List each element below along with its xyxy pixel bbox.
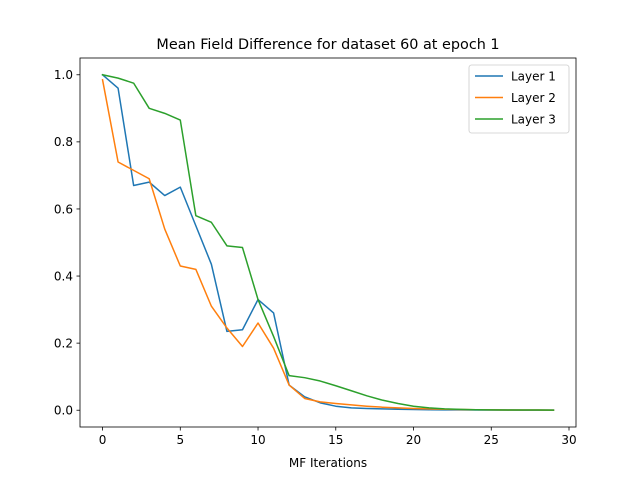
y-tick-label: 0.4: [54, 269, 73, 283]
legend-label-layer-3: Layer 3: [511, 112, 556, 126]
series-line-layer-3: [101, 73, 555, 411]
x-tick-label: 25: [484, 433, 499, 447]
y-tick-label: 0.2: [54, 336, 73, 350]
y-tick-label: 0.6: [54, 202, 73, 216]
y-tick-label: 0.8: [54, 135, 73, 149]
x-tick-label: 0: [99, 433, 107, 447]
x-tick-label: 30: [561, 433, 576, 447]
axes-frame: [79, 57, 577, 428]
x-tick-label: 15: [328, 433, 343, 447]
chart-title: Mean Field Difference for dataset 60 at …: [156, 37, 499, 53]
x-axis-ticks: 0 5 10 15 20 25 30: [99, 427, 577, 447]
y-tick-label: 0.0: [54, 404, 73, 418]
series-layer: [101, 73, 555, 411]
x-tick-label: 20: [406, 433, 421, 447]
x-axis-label: MF Iterations: [289, 456, 367, 470]
x-tick-label: 10: [250, 433, 265, 447]
legend-label-layer-1: Layer 1: [511, 69, 556, 83]
legend-label-layer-2: Layer 2: [511, 91, 556, 105]
y-axis-ticks: 0.0 0.2 0.4 0.6 0.8 1.0: [54, 68, 80, 418]
legend: Layer 1 Layer 2 Layer 3: [468, 64, 570, 134]
legend-box: [468, 64, 570, 134]
x-tick-label: 5: [176, 433, 184, 447]
y-tick-label: 1.0: [54, 68, 73, 82]
